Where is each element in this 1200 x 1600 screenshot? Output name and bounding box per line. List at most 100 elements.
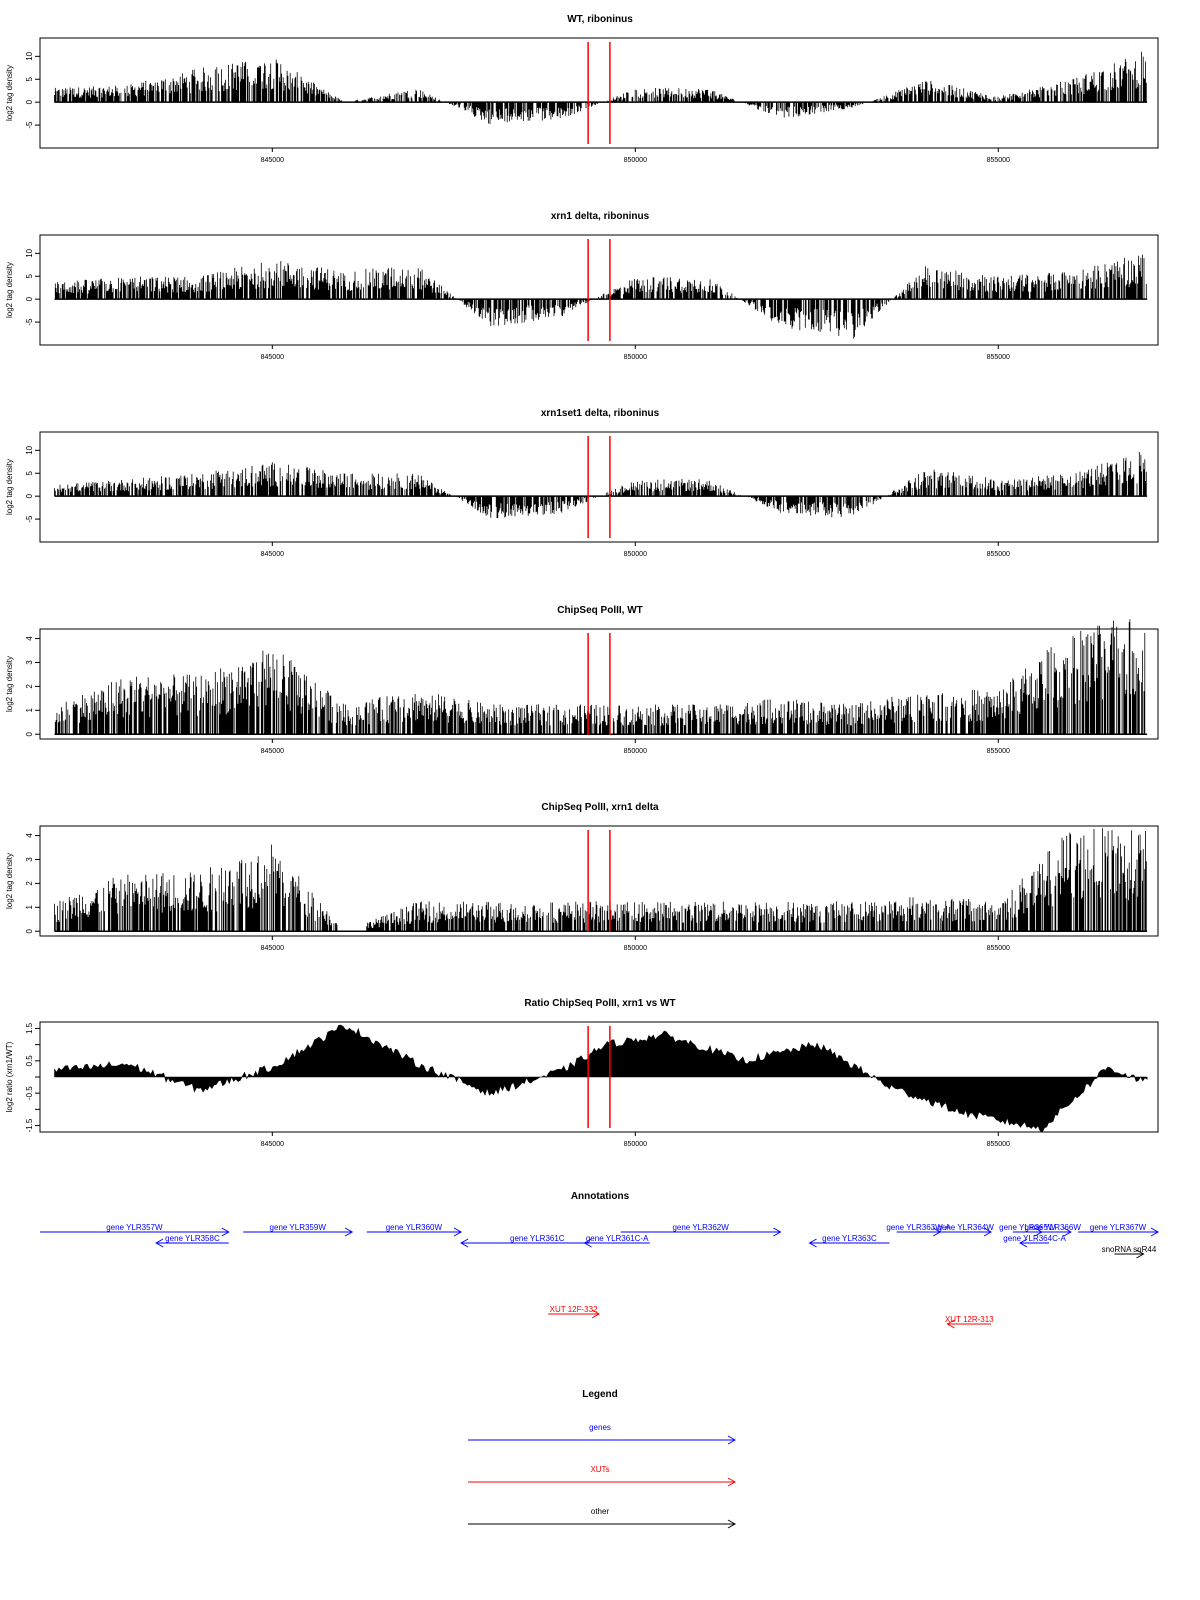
x-tick-label: 855000 [987, 748, 1010, 755]
chart-title: xrn1 delta, riboninus [551, 211, 650, 222]
plot-frame [39, 628, 1159, 740]
gene-annotation-arrowhead [773, 1227, 782, 1237]
y-axis-label: log2 tag density [5, 656, 14, 712]
legend-label: other [591, 1507, 610, 1516]
y-tick-label: 4 [25, 636, 34, 641]
gene-annotation-arrowhead [155, 1238, 164, 1248]
y-tick-label: -1.5 [25, 1118, 34, 1132]
x-tick-label: 845000 [261, 157, 284, 164]
coverage-bars [54, 619, 1146, 735]
x-tick-label: 845000 [261, 354, 284, 361]
x-tick-label: 845000 [261, 945, 284, 952]
gene-annotation-arrowhead [983, 1227, 993, 1237]
plot-frame [39, 825, 1159, 937]
chart-title: Ratio ChipSeq PolII, xrn1 vs WT [524, 998, 675, 1009]
gene-annotation-arrowhead [344, 1227, 354, 1237]
chart-panel-5: ChipSeq PolII, xrn1 delta 0 1 2 3 4 log2 tag d… [5, 802, 1159, 952]
gene-annotation-label: gene YLR363C [822, 1234, 877, 1243]
chart-panel-6: Ratio ChipSeq PolII, xrn1 vs WT -1.5 -0.5 0… [5, 998, 1159, 1148]
y-tick-label: 0 [25, 99, 34, 104]
y-tick-label: 10 [25, 51, 34, 60]
y-tick-label: 3 [25, 857, 34, 862]
gene-annotation-label: gene YLR357W [106, 1223, 163, 1232]
legend-label: genes [589, 1423, 611, 1432]
annotations-title: Annotations [571, 1191, 630, 1202]
y-tick-label: 10 [25, 445, 34, 454]
y-tick-label: 2 [25, 881, 34, 886]
x-tick-label: 855000 [987, 1141, 1010, 1148]
legend: Legend genes XUTs other [468, 1389, 737, 1529]
y-axis-label: log2 tag density [5, 262, 14, 318]
y-tick-label: 0 [25, 928, 34, 933]
y-tick-label: 3 [25, 660, 34, 665]
plot-frame [39, 431, 1159, 543]
y-tick-label: -0.5 [25, 1086, 34, 1100]
chart-panel-2: xrn1 delta, riboninus -5 0 5 10 log2 tag dens… [5, 211, 1159, 361]
y-tick-label: 0 [25, 296, 34, 301]
x-tick-label: 845000 [261, 1141, 284, 1148]
y-tick-label: 1.5 [25, 1022, 34, 1034]
legend-arrowhead [727, 1435, 737, 1445]
chart-title: ChipSeq PolII, WT [557, 605, 643, 616]
gene-annotation-label: gene YLR367W [1090, 1223, 1147, 1232]
legend-title: Legend [582, 1389, 618, 1400]
xut-annotation-label: XUT 12R-313 [945, 1315, 994, 1324]
x-tick-label: 855000 [987, 354, 1010, 361]
y-tick-label: 4 [25, 833, 34, 838]
y-axis-label: log2 tag density [5, 65, 14, 121]
x-tick-label: 850000 [624, 354, 647, 361]
y-tick-label: 0 [25, 493, 34, 498]
gene-annotation-arrowhead [808, 1238, 817, 1248]
gene-annotation-arrowhead [221, 1227, 230, 1237]
chart-title: WT, riboninus [567, 14, 633, 25]
gene-annotation-arrowhead [583, 1238, 592, 1248]
gene-annotation-label: gene YLR361C [510, 1234, 565, 1243]
y-tick-label: 5 [25, 470, 34, 475]
xut-annotation-label: XUT 12F-332 [550, 1305, 598, 1314]
y-tick-label: 0 [25, 731, 34, 736]
y-tick-label: -5 [25, 515, 34, 523]
gene-annotation-arrowhead [453, 1227, 463, 1237]
coverage-bars [54, 828, 1147, 932]
plot-frame [39, 234, 1159, 346]
gene-annotation-arrowhead [1019, 1238, 1028, 1248]
xut-annotation-arrowhead [591, 1309, 601, 1319]
coverage-bars [54, 51, 1147, 124]
x-tick-label: 855000 [987, 551, 1010, 558]
coverage-bars [54, 254, 1147, 339]
y-tick-label: 2 [25, 684, 34, 689]
ratio-area [54, 1024, 1148, 1133]
legend-arrowhead [727, 1477, 737, 1487]
y-tick-label: 5 [25, 273, 34, 278]
y-tick-label: 1 [25, 708, 34, 713]
gene-annotation-label: gene YLR364W [937, 1223, 994, 1232]
x-tick-label: 855000 [987, 157, 1010, 164]
chart-panel-3: xrn1set1 delta, riboninus -5 0 5 10 log2 tag … [5, 408, 1159, 558]
chart-title: ChipSeq PolII, xrn1 delta [541, 802, 659, 813]
gene-annotation-label: gene YLR364C-A [1003, 1234, 1066, 1243]
gene-annotation-label: gene YLR363W-A [886, 1223, 951, 1232]
coverage-bars [54, 452, 1147, 518]
gene-annotation-arrowhead [1063, 1227, 1072, 1237]
legend-arrowhead [727, 1519, 737, 1529]
x-tick-label: 850000 [624, 551, 647, 558]
gene-annotation-arrowhead [460, 1238, 469, 1248]
x-tick-label: 850000 [624, 157, 647, 164]
y-tick-label: 5 [25, 76, 34, 81]
x-tick-label: 855000 [987, 945, 1010, 952]
gene-annotation-label: gene YLR362W [672, 1223, 729, 1232]
gene-annotation-arrowhead [1150, 1227, 1160, 1237]
y-tick-label: 0.5 [25, 1055, 34, 1067]
x-tick-label: 845000 [261, 551, 284, 558]
gene-annotation-label: gene YLR358C [165, 1234, 220, 1243]
x-tick-label: 850000 [624, 945, 647, 952]
y-tick-label: -5 [25, 318, 34, 326]
y-axis-label: log2 tag density [5, 853, 14, 909]
y-axis-label: log2 ratio (xrn1/WT) [5, 1041, 14, 1112]
gene-annotation-label: gene YLR366W [1025, 1223, 1082, 1232]
other-annotation-arrowhead [1136, 1249, 1145, 1259]
plot-frame [39, 37, 1159, 149]
legend-label: XUTs [590, 1465, 609, 1474]
gene-annotation-label: gene YLR360W [386, 1223, 443, 1232]
